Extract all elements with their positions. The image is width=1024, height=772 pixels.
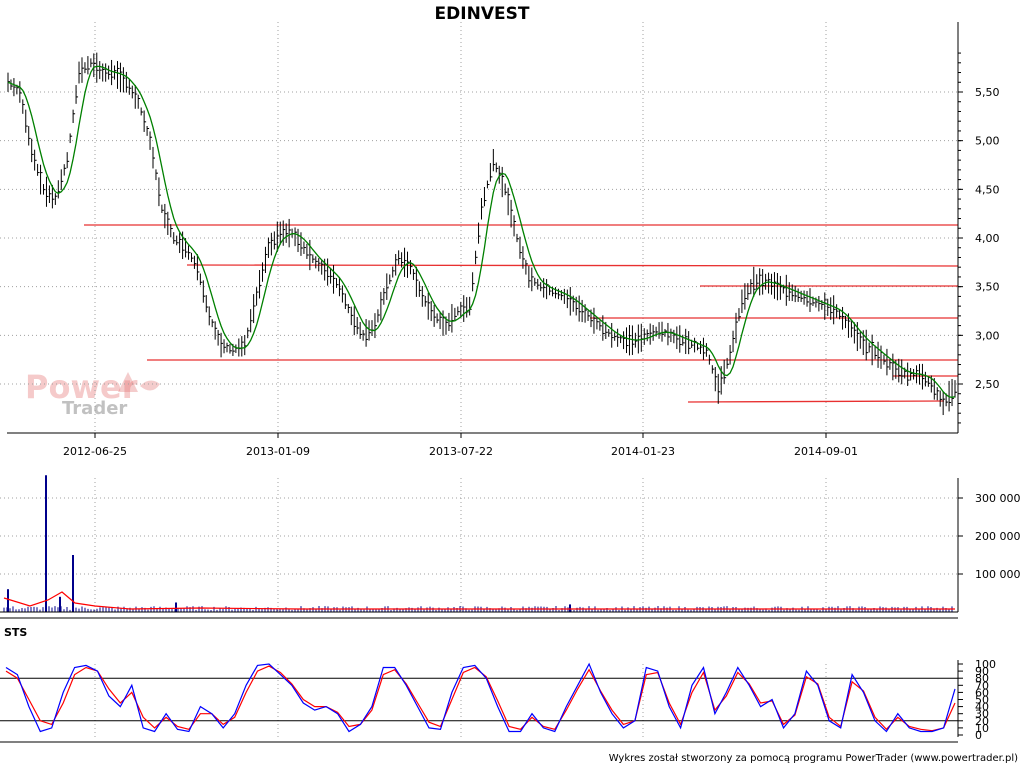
sts-y-tick-label: 10 [975,722,989,735]
volume-y-tick-label: 300 000 [975,492,1021,505]
sts-y-tick-label: 20 [975,715,989,728]
sts-y-tick-label: 80 [975,672,989,685]
volume-y-tick-label: 200 000 [975,530,1021,543]
price-y-tick-label: 5,50 [975,86,1000,99]
footer-credit: Wykres został stworzony za pomocą progra… [609,753,1018,764]
sts-panel-label: STS [4,626,27,639]
watermark-trader: Trader [62,398,127,419]
sts-y-tick-label: 0 [975,729,982,742]
price-y-tick-label: 2,50 [975,378,1000,391]
powertrader-logo [118,372,160,392]
sts-y-tick-label: 90 [975,665,989,678]
grid-layer [0,22,958,737]
x-tick-label: 2013-01-09 [246,445,310,458]
moving-average-line [7,65,956,399]
volume-average-line [3,591,955,610]
price-y-tick-label: 5,00 [975,135,1000,148]
price-y-tick-label: 3,50 [975,281,1000,294]
x-tick-label: 2014-01-23 [611,445,675,458]
volume-y-tick-label: 100 000 [975,568,1021,581]
price-series [7,52,957,416]
watermark-power: Power [25,368,138,406]
level-line [687,400,945,403]
x-tick-label: 2012-06-25 [63,445,127,458]
sts-y-tick-label: 30 [975,708,989,721]
price-y-tick-label: 4,00 [975,232,1000,245]
axis-layer: 2012-06-25 2013-01-09 2013-07-22 2014-01-23… [0,22,1021,743]
sts-y-tick-label: 70 [975,679,989,692]
price-y-tick-label: 3,00 [975,329,1000,342]
price-y-tick-label: 4,50 [975,183,1000,196]
x-tick-label: 2013-07-22 [429,445,493,458]
sts-y-tick-label: 60 [975,686,989,699]
sts-series [5,662,956,733]
sts-y-tick-label: 50 [975,694,989,707]
chart-title: EDINVEST [435,4,530,24]
sts-k-line [5,662,956,733]
sts-y-tick-label: 100 [975,658,996,671]
volume-series [3,475,955,612]
x-tick-label: 2014-09-01 [794,445,858,458]
sts-y-tick-label: 40 [975,701,989,714]
